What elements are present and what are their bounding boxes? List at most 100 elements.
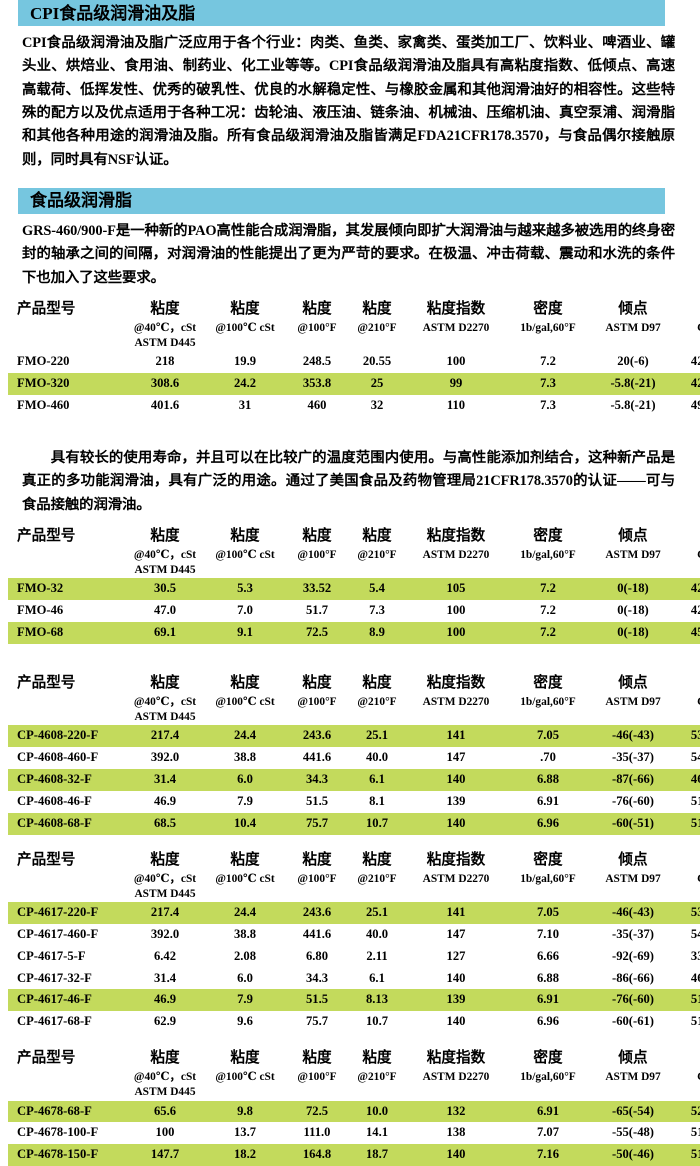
col-header-viscosity-index: 粘度指数 ASTM D2270 (422, 674, 490, 709)
cell-value: 46.9 (126, 989, 204, 1012)
cell-value: 10.4 (204, 812, 286, 835)
cell-value: 9.1 (204, 622, 286, 644)
col-header-viscosity-40c: 粘度 @40℃，cSt ASTM D445 (133, 674, 197, 724)
cell-value: 6.88 (506, 768, 590, 791)
cell-value: 34.3 (305, 970, 329, 985)
table-row: CP-4608-68-F 68.5 10.4 75.7 10.7 140 6.96 -60(-… (8, 812, 700, 835)
cell-value: 353.8 (286, 373, 348, 396)
cell-value: 519(298) (690, 1014, 700, 1029)
cell-value: -86(-66) (612, 970, 654, 985)
table-header: 产品型号 粘度 @40℃，cSt ASTM D445 粘度 @100℃ cSt … (8, 674, 700, 725)
cell-value: 514(268) (690, 793, 700, 808)
cell-value: 140 (406, 768, 506, 791)
cell-value: 0(-18) (590, 578, 676, 601)
cell-value: 401.6 (150, 398, 180, 413)
cell-value: 218 (155, 354, 175, 369)
cell-value: 243.6 (286, 725, 348, 748)
cell-value: 6.80 (305, 948, 329, 963)
col-header-viscosity-100f: 粘度 @100°F (297, 674, 337, 709)
cell-value: -55(-48) (612, 1125, 654, 1140)
col-header-product-model: 产品型号 (17, 527, 76, 544)
cell-value: 464(240) (676, 768, 700, 791)
cell-value: 99 (406, 373, 506, 396)
cell-value: 420(216) (676, 578, 700, 601)
col-header-product-model: 产品型号 (17, 851, 76, 868)
cell-value: 40.0 (365, 750, 389, 765)
cell-value: 75.7 (305, 1014, 329, 1029)
col-header-density: 密度 1b/gal,60°F (520, 300, 576, 335)
cell-value: 47.0 (153, 603, 177, 618)
col-header-pour-point: 倾点 ASTM D97 (605, 1050, 661, 1084)
cell-value: 420(216) (690, 354, 700, 369)
col-header-flash-point: 闪点 C.O.C. (676, 1049, 700, 1100)
col-header-flash-point: 闪点 C.O.C. (676, 674, 700, 725)
col-header-product-model: 产品型号 (17, 674, 76, 691)
cell-value: 545(285) (690, 750, 700, 765)
table-row: FMO-46 47.0 7.0 51.7 7.3 100 7.2 0(-18) 425(218) (8, 600, 700, 622)
cell-value: 139 (446, 793, 466, 808)
section-title: 食品级润滑脂 (30, 191, 132, 211)
col-header-viscosity-40c: 粘度 @40℃，cSt ASTM D445 (133, 300, 197, 350)
col-header-density: 密度 1b/gal,60°F (520, 1050, 576, 1084)
middle-paragraph: 具有较长的使用寿命，并且可以在比较广的温度范围内使用。与高性能添加剂结合，这种新… (22, 449, 675, 513)
section-header-food-grade-grease: 食品级润滑脂 (18, 187, 665, 214)
cell-value: 164.8 (286, 1144, 348, 1166)
cell-value: 18.7 (348, 1144, 406, 1166)
table-header: 产品型号 粘度 @40℃，cSt ASTM D445 粘度 @100℃ cSt … (8, 300, 700, 351)
cell-value: 20.55 (362, 354, 392, 369)
cell-value: 7.0 (237, 603, 253, 618)
col-header-viscosity-100c: 粘度 @100℃ cSt (215, 300, 275, 335)
cell-value: 30.5 (126, 578, 204, 601)
cell-value: 141 (406, 901, 506, 924)
cell-product-model: CP-4678-100-F (17, 1125, 99, 1140)
cell-value: -60(-61) (612, 1014, 654, 1029)
cell-value: 441.6 (302, 926, 332, 941)
col-header-viscosity-index: 粘度指数 ASTM D2270 (422, 1050, 490, 1084)
cell-value: 7.2 (540, 603, 556, 618)
spacer (0, 644, 700, 674)
cell-product-model: CP-4617-460-F (17, 926, 99, 941)
spacer (0, 417, 700, 441)
spacer (0, 835, 700, 851)
cell-product-model: FMO-46 (17, 603, 64, 618)
table-row: CP-4617-460-F 392.0 38.8 441.6 40.0 147 7.10 -3… (8, 924, 700, 946)
table-row: CP-4608-32-F 31.4 6.0 34.3 6.1 140 6.88 -87(-66… (8, 768, 700, 791)
cell-value: 7.05 (506, 725, 590, 748)
cell-value: 7.2 (506, 622, 590, 644)
cell-value: 392.0 (150, 926, 180, 941)
cell-value: 0(-18) (590, 622, 676, 644)
cell-value: 243.6 (286, 901, 348, 924)
cell-product-model: FMO-220 (17, 354, 70, 369)
table-header: 产品型号 粘度 @40℃，cSt ASTM D445 粘度 @100℃ cSt … (8, 851, 700, 902)
col-header-product-model: 产品型号 (17, 300, 76, 317)
cell-product-model: CP-4608-68-F (8, 812, 126, 835)
col-header-viscosity-100f: 粘度 @100°F (297, 1050, 337, 1084)
cell-value: 525(274) (676, 1100, 700, 1123)
table-row: FMO-220 218 19.9 248.5 20.55 100 7.2 20(-6) 420(… (8, 351, 700, 373)
cell-value: 8.1 (369, 793, 385, 808)
cell-value: 14.1 (365, 1125, 389, 1140)
col-header-viscosity-210f: 粘度 @210°F (357, 1050, 397, 1084)
table-header-row: 产品型号 粘度 @40℃，cSt ASTM D445 粘度 @100℃ cSt … (8, 674, 700, 725)
cell-value: -76(-60) (612, 793, 654, 808)
cell-value: 8.9 (348, 622, 406, 644)
cell-value: 459(237) (676, 622, 700, 644)
cell-value: -60(-51) (590, 812, 676, 835)
cell-product-model: CP-4678-68-F (8, 1100, 126, 1123)
cell-value: 9.6 (237, 1014, 253, 1029)
cell-value: 7.16 (506, 1144, 590, 1166)
cell-value: 2.11 (366, 948, 388, 963)
cell-value: 6.66 (536, 948, 560, 963)
col-header-flash-point: 闪点 C.O.C. (676, 300, 700, 351)
spec-table-cp-4617: 产品型号 粘度 @40℃，cSt ASTM D445 粘度 @100℃ cSt … (8, 851, 700, 1034)
col-header-viscosity-40c: 粘度 @40℃，cSt ASTM D445 (133, 1050, 197, 1099)
table-body: FMO-220 218 19.9 248.5 20.55 100 7.2 20(-6) 420(… (8, 351, 700, 417)
cell-value: 425(218) (690, 603, 700, 618)
spacer (0, 290, 700, 300)
col-header-viscosity-100f: 粘度 @100°F (297, 851, 337, 885)
cell-value: 68.5 (126, 812, 204, 835)
table-row: CP-4608-220-F 217.4 24.4 243.6 25.1 141 7.05 -4… (8, 725, 700, 748)
col-header-viscosity-100c: 粘度 @100℃ cSt (215, 851, 275, 885)
cell-value: 5.3 (204, 578, 286, 601)
cell-value: 147.7 (126, 1144, 204, 1166)
